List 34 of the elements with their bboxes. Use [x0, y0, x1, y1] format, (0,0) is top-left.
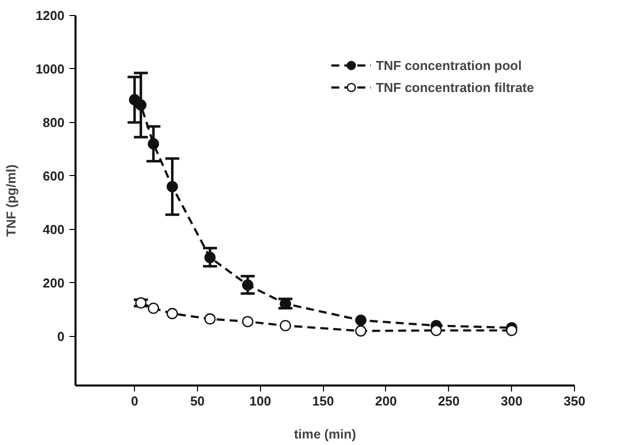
point	[430, 324, 442, 336]
point	[355, 325, 366, 337]
x-tick-label: 300	[500, 394, 523, 408]
x-tick-label: 150	[312, 394, 334, 408]
point	[148, 138, 160, 150]
y-tick-label: 1200	[36, 8, 64, 23]
point	[355, 314, 366, 326]
x-tick-label: 200	[375, 394, 397, 408]
point	[135, 99, 147, 111]
point	[135, 297, 147, 309]
point	[242, 279, 254, 291]
point	[506, 324, 518, 336]
y-tick-label: 0	[57, 328, 65, 344]
y-tick-label: 200	[42, 275, 65, 290]
point	[166, 308, 178, 320]
x-tick-label: 250	[438, 394, 460, 408]
point	[204, 313, 216, 325]
x-axis-title: time (min)	[294, 426, 356, 442]
point	[204, 252, 216, 264]
x-tick-label: 50	[190, 394, 205, 408]
point	[242, 316, 254, 328]
x-tick-label: 0	[130, 394, 138, 408]
y-tick-label: 400	[42, 222, 65, 237]
x-tick-label: 350	[564, 394, 586, 408]
point	[280, 320, 292, 332]
point	[148, 302, 160, 314]
y-tick-label: 800	[42, 114, 65, 130]
legend-label: TNF concentration pool	[376, 58, 522, 72]
y-axis-title: TNF (pg/ml)	[4, 164, 19, 237]
y-tick-label: 1000	[36, 61, 64, 76]
point	[166, 180, 178, 192]
legend-label: TNF concentration filtrate	[376, 80, 534, 94]
y-tick-label: 600	[42, 168, 65, 184]
x-tick-label: 100	[249, 394, 272, 408]
